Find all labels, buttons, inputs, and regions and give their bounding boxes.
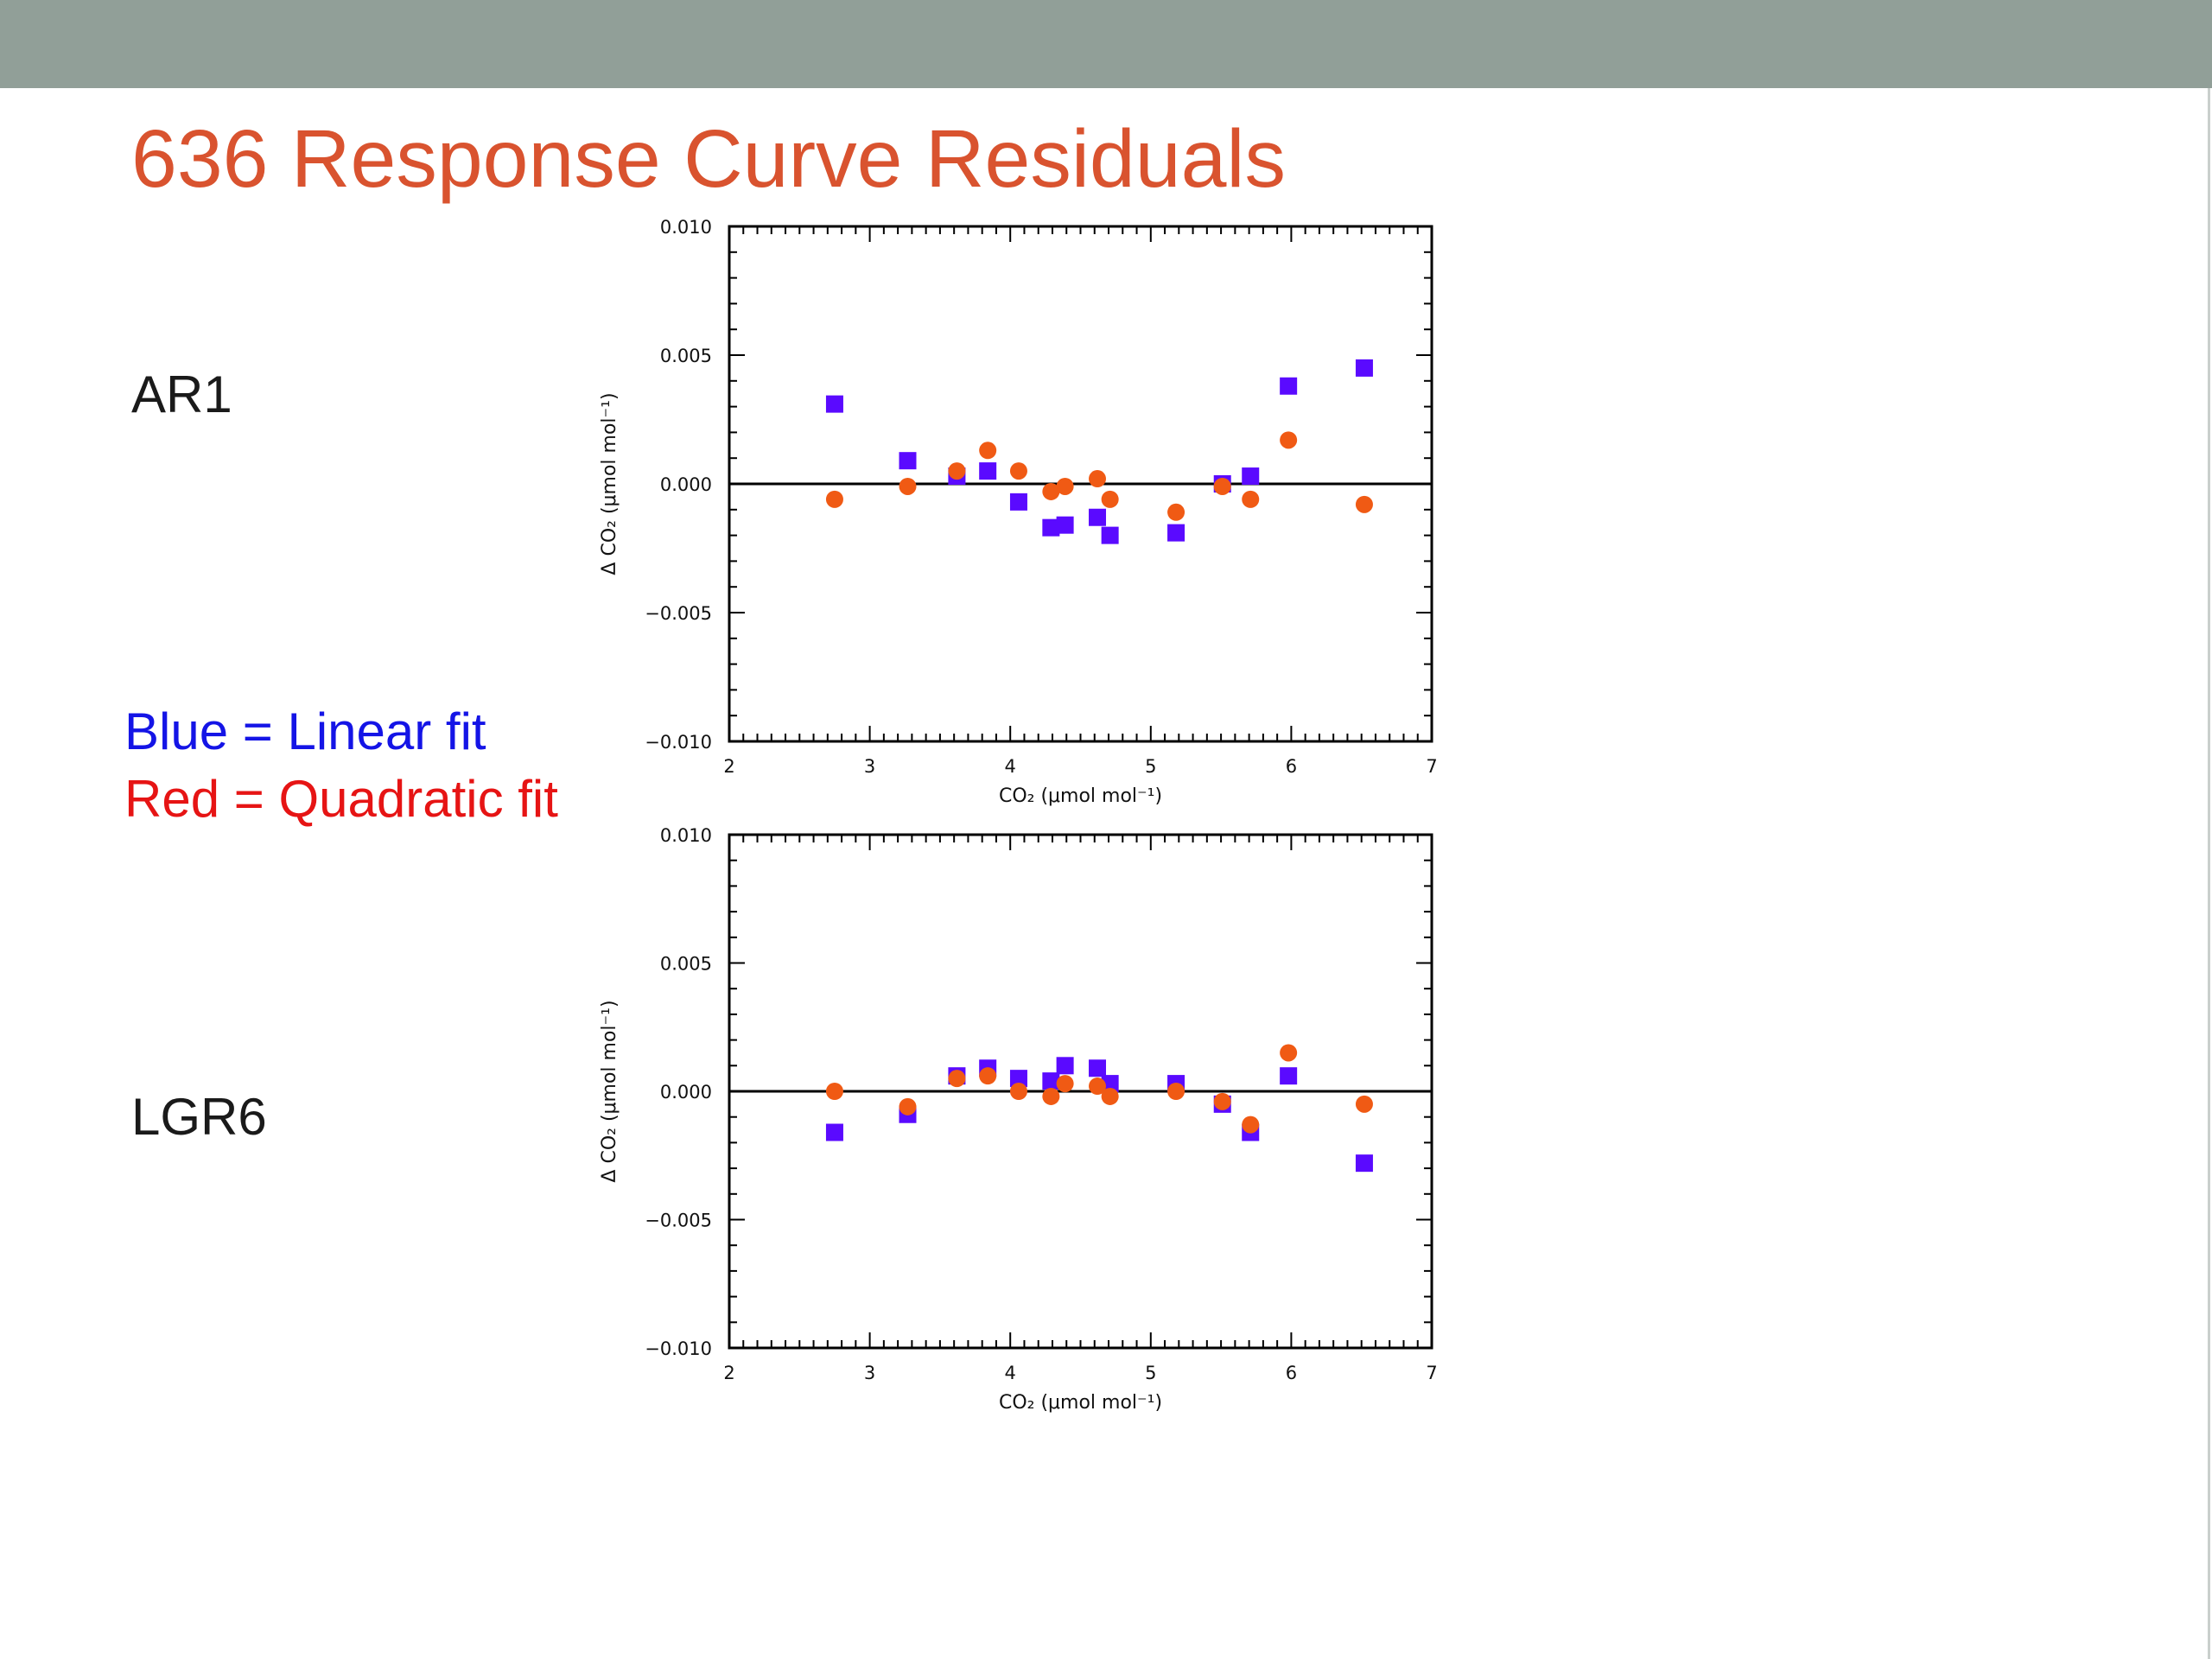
chart-ar1-linear-point [1101,526,1119,544]
chart-lgr6-linear-point [1101,1075,1119,1093]
chart-ar1-linear-point [825,395,843,413]
chart-ar1-ytick-label: 0.005 [660,346,712,366]
chart-lgr6-x-axis-label: CO₂ (μmol mol⁻¹) [999,1392,1162,1414]
legend-linear-fit: Blue = Linear fit [124,702,486,760]
chart-lgr6-quadratic-point [1213,1092,1231,1110]
chart-ar1-ytick-label: 0.010 [660,217,712,238]
chart-ar1-linear-point [1280,377,1298,395]
chart-lgr6-linear-point [1056,1057,1074,1075]
chart-lgr6-quadratic-point [1056,1075,1074,1093]
chart-ar1-linear-point [1167,524,1185,542]
chart-lgr6-quadratic-point [899,1097,917,1116]
chart-lgr6-quadratic-point [1355,1095,1373,1113]
chart-lgr6-linear-point [1167,1075,1185,1093]
chart-lgr6-quadratic-point [948,1070,966,1088]
chart-ar1-y-axis-label: Δ CO₂ (μmol mol⁻¹) [599,392,620,575]
chart-lgr6-linear-point [1242,1123,1260,1141]
chart-lgr6-linear-point [825,1123,843,1141]
chart-lgr6-xtick-label: 6 [1286,1363,1297,1383]
chart-lgr6-quadratic-point [1009,1083,1027,1100]
chart-lgr6-quadratic-point [825,1083,843,1100]
chart-lgr6-linear-point [1280,1067,1298,1085]
chart-ar1-ytick-label: −0.005 [645,603,712,624]
chart-lgr6-linear-point [1009,1070,1027,1088]
chart-lgr6-ytick-label: −0.010 [645,1338,712,1359]
chart-lgr6-linear-point [1355,1154,1373,1173]
chart-ar1-xtick-label: 7 [1426,756,1437,777]
chart-ar1-quadratic-point [948,462,966,480]
chart-lgr6-xtick-label: 3 [864,1363,875,1383]
chart-lgr6-xtick-label: 4 [1005,1363,1016,1383]
top-bar [0,0,2212,88]
chart-ar1-quadratic-point [825,490,843,508]
chart-ar1-xtick-label: 4 [1005,756,1016,777]
chart-ar1-quadratic-point [1101,490,1119,508]
chart-ar1-quadratic-point [1242,490,1260,508]
chart-ar1: 2 3 4 5 6 7 −0.010 −0.005 0.000 0.005 0.010 CO₂ (μm… [599,217,1438,807]
chart-lgr6-linear-point [1042,1072,1060,1090]
chart-ar1-linear-point [1056,516,1074,534]
chart-lgr6-linear-point [948,1067,966,1085]
chart-lgr6-ytick-label: 0.010 [660,825,712,846]
chart-lgr6-linear-point [899,1105,917,1123]
chart-ar1-quadratic-point [1056,477,1074,495]
chart-ar1-xtick-label: 5 [1145,756,1156,777]
chart-ar1-xtick-label: 2 [723,756,734,777]
chart-lgr6-xtick-label: 2 [723,1363,734,1383]
chart-ar1-linear-point [1242,467,1260,486]
chart-ar1-linear-point [948,467,966,486]
panel-label-ar1: AR1 [131,365,232,423]
chart-lgr6-linear-point [979,1059,997,1077]
chart-lgr6-linear-point [1089,1059,1107,1077]
slide-title: 636 Response Curve Residuals [131,113,1287,205]
chart-ar1-linear-point [1213,475,1231,493]
chart-ar1-frame [728,225,1433,743]
chart-ar1-linear-point [899,452,917,470]
chart-ar1-xtick-label: 3 [864,756,875,777]
chart-ar1-x-axis-label: CO₂ (μmol mol⁻¹) [999,785,1162,807]
chart-ar1-quadratic-point [1355,495,1373,513]
chart-lgr6-quadratic-point [1089,1077,1107,1096]
slide-edge-rule [2208,88,2210,1659]
chart-ar1-ytick-label: −0.010 [645,732,712,753]
chart-lgr6-quadratic-point [1167,1083,1185,1100]
chart-lgr6-ytick-label: 0.005 [660,954,712,975]
chart-lgr6-y-axis-label: Δ CO₂ (μmol mol⁻¹) [599,1000,620,1182]
chart-ar1-quadratic-point [979,442,997,460]
chart-lgr6-quadratic-point [1042,1087,1060,1105]
chart-lgr6-linear-point [1213,1095,1231,1113]
chart-lgr6-ytick-label: −0.005 [645,1211,712,1231]
chart-lgr6-xtick-label: 7 [1426,1363,1437,1383]
chart-ar1-linear-point [1089,508,1107,526]
chart-lgr6-frame [728,833,1433,1350]
chart-ar1-linear-point [1009,493,1027,511]
chart-lgr6-quadratic-point [979,1067,997,1085]
panel-label-lgr6: LGR6 [131,1088,267,1146]
chart-ar1-quadratic-point [1009,462,1027,480]
chart-ar1-quadratic-point [1280,431,1298,449]
chart-ar1-xtick-label: 6 [1286,756,1297,777]
chart-ar1-quadratic-point [1089,470,1107,488]
chart-ar1-quadratic-point [1167,503,1185,521]
chart-ar1-linear-point [979,462,997,480]
chart-ar1-quadratic-point [899,477,917,495]
chart-lgr6: 2 3 4 5 6 7 −0.010 −0.005 0.000 0.005 0.010 CO₂ (μm… [599,825,1438,1414]
chart-lgr6-quadratic-point [1280,1044,1298,1062]
chart-lgr6-xtick-label: 5 [1145,1363,1156,1383]
chart-lgr6-ytick-label: 0.000 [660,1082,712,1103]
chart-lgr6-quadratic-point [1242,1116,1260,1134]
chart-ar1-linear-point [1042,518,1060,537]
legend-quadratic-fit: Red = Quadratic fit [124,770,558,828]
chart-lgr6-quadratic-point [1101,1087,1119,1105]
chart-ar1-quadratic-point [1213,477,1231,495]
chart-ar1-quadratic-point [1042,482,1060,500]
chart-ar1-ytick-label: 0.000 [660,474,712,495]
chart-ar1-linear-point [1355,359,1373,377]
